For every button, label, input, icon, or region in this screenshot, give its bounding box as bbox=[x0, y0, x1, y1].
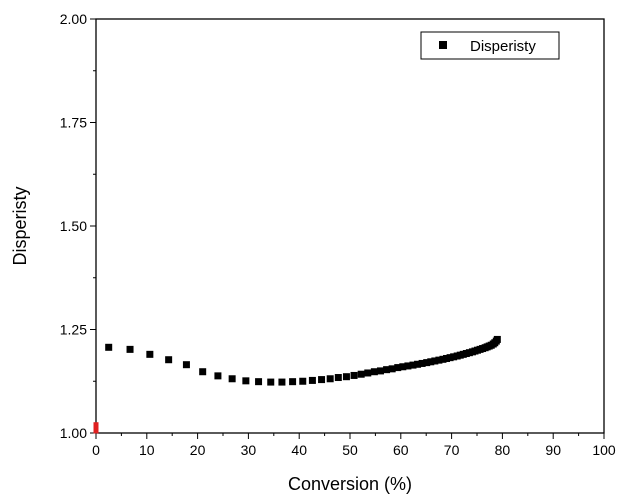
data-point bbox=[342, 373, 350, 381]
data-point bbox=[443, 354, 451, 362]
data-point bbox=[334, 374, 342, 382]
data-point bbox=[493, 335, 501, 343]
data-point bbox=[399, 363, 407, 371]
data-point bbox=[357, 370, 365, 378]
data-point-red bbox=[93, 428, 99, 434]
data-point bbox=[255, 378, 263, 386]
data-point bbox=[350, 371, 358, 379]
x-tick-label: 30 bbox=[241, 442, 257, 458]
data-point-red bbox=[93, 425, 99, 431]
data-point bbox=[435, 356, 443, 364]
y-axis-title: Disperisty bbox=[10, 186, 30, 265]
data-point bbox=[278, 378, 286, 386]
data-point bbox=[289, 378, 297, 386]
data-point bbox=[146, 350, 154, 358]
legend: Disperisty bbox=[420, 31, 560, 60]
data-point bbox=[418, 359, 426, 367]
data-point bbox=[427, 358, 435, 366]
data-points bbox=[93, 335, 501, 434]
data-point bbox=[299, 377, 307, 385]
data-point bbox=[409, 361, 417, 369]
x-tick-label: 90 bbox=[545, 442, 561, 458]
x-tick-label: 40 bbox=[291, 442, 307, 458]
axis-tick-labels: 0 10 20 30 40 50 60 70 80 90 100 1.00 1.25 1.50 1.75 2.… bbox=[60, 11, 616, 458]
data-point bbox=[383, 366, 391, 374]
x-tick-label: 60 bbox=[393, 442, 409, 458]
data-point bbox=[404, 362, 412, 370]
data-point bbox=[439, 355, 447, 363]
data-point bbox=[318, 376, 326, 384]
x-tick-label: 80 bbox=[495, 442, 511, 458]
data-point bbox=[308, 376, 316, 384]
data-point bbox=[165, 356, 173, 364]
data-point bbox=[370, 368, 378, 376]
data-point bbox=[394, 364, 402, 372]
y-tick-label: 1.50 bbox=[60, 218, 87, 234]
y-tick-label: 2.00 bbox=[60, 11, 87, 27]
data-point bbox=[388, 365, 396, 373]
x-tick-label: 50 bbox=[342, 442, 358, 458]
data-point bbox=[364, 369, 372, 377]
data-point bbox=[126, 345, 134, 353]
data-point bbox=[414, 360, 422, 368]
data-point bbox=[199, 368, 207, 376]
x-tick-label: 70 bbox=[444, 442, 460, 458]
data-point bbox=[242, 377, 250, 385]
y-tick-label: 1.75 bbox=[60, 115, 87, 131]
x-tick-label: 10 bbox=[139, 442, 155, 458]
x-tick-label: 0 bbox=[92, 442, 100, 458]
legend-marker bbox=[439, 41, 447, 49]
x-tick-label: 20 bbox=[190, 442, 206, 458]
x-axis-title: Conversion (%) bbox=[288, 474, 412, 494]
x-tick-label: 100 bbox=[592, 442, 616, 458]
y-tick-label: 1.25 bbox=[60, 322, 87, 338]
data-point bbox=[182, 361, 190, 369]
data-point bbox=[423, 359, 431, 367]
y-tick-label: 1.00 bbox=[60, 425, 87, 441]
data-point bbox=[267, 378, 275, 386]
data-point bbox=[431, 357, 439, 365]
data-point bbox=[228, 375, 236, 383]
data-point bbox=[214, 372, 222, 380]
legend-label: Disperisty bbox=[470, 38, 536, 55]
plot-frame bbox=[95, 18, 605, 434]
data-point-red bbox=[93, 422, 99, 428]
data-point bbox=[326, 375, 334, 383]
data-point bbox=[376, 367, 384, 375]
data-point bbox=[450, 353, 458, 361]
data-point bbox=[105, 343, 113, 351]
data-point bbox=[446, 354, 454, 362]
